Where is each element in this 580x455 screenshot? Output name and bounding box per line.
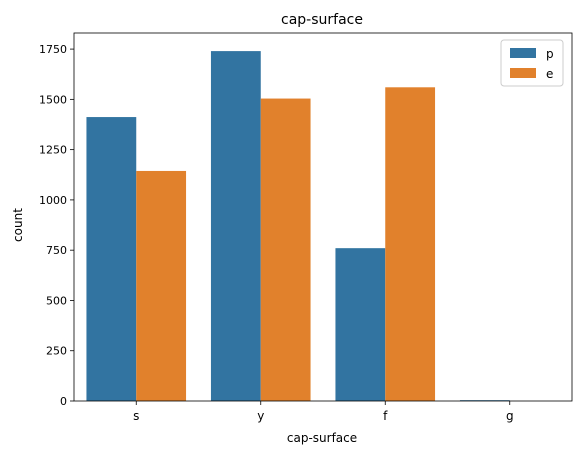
plot-area <box>73 32 573 402</box>
x-tick-label: s <box>133 409 139 423</box>
x-tick-label: g <box>506 409 514 423</box>
y-tick-label: 1750 <box>39 43 67 56</box>
y-tick-label: 1000 <box>39 194 67 207</box>
y-tick-label: 0 <box>60 395 67 408</box>
bar-e-s <box>136 170 187 401</box>
bar-e-y <box>260 98 311 402</box>
x-axis-label: cap-surface <box>287 431 357 445</box>
x-tick-label: y <box>257 409 264 423</box>
y-tick-label: 250 <box>46 345 67 358</box>
legend-label-p: p <box>546 47 554 61</box>
bar-p-y <box>210 51 261 402</box>
legend-label-e: e <box>546 67 553 81</box>
bar-p-g <box>459 400 510 401</box>
bar-p-s <box>86 117 137 402</box>
legend-swatch-e <box>510 68 536 78</box>
bar-e-f <box>385 87 436 402</box>
chart-title: cap-surface <box>281 12 363 28</box>
y-tick-label: 750 <box>46 244 67 257</box>
legend-box <box>500 39 564 87</box>
y-tick-label: 500 <box>46 294 67 307</box>
y-tick-label: 1250 <box>39 144 67 157</box>
x-tick-label: f <box>383 409 388 423</box>
legend-swatch-p <box>510 48 536 58</box>
y-axis: 0 250 500 750 1000 1250 1500 1750 <box>39 43 74 408</box>
legend: pe <box>500 39 564 87</box>
plot-frame <box>73 32 573 402</box>
y-tick-label: 1500 <box>39 93 67 106</box>
bar-p-f <box>335 248 386 401</box>
y-axis-label: count <box>11 208 25 242</box>
